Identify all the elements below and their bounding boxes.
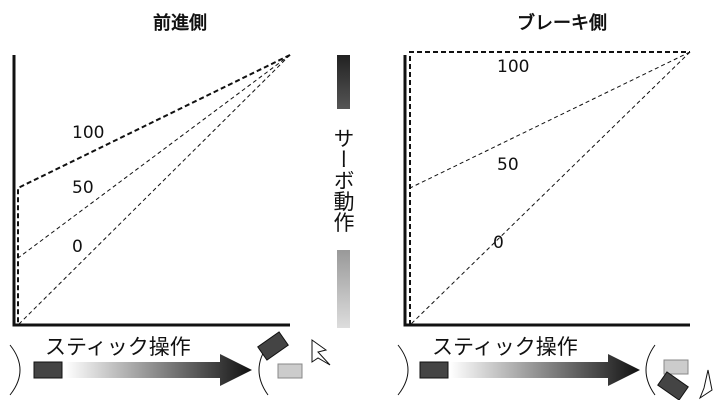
left-stick <box>33 361 63 379</box>
right-line-0 <box>409 51 691 326</box>
right-stick-base <box>397 344 409 396</box>
servo-bar-top <box>337 55 350 109</box>
right-line-100 <box>409 51 690 325</box>
right-push-arrow <box>698 369 713 400</box>
right-label-100: 100 <box>497 57 529 77</box>
left-arrow <box>65 354 252 386</box>
left-stick-ghost <box>277 363 303 379</box>
right-axes <box>403 55 690 327</box>
left-title: 前進側 <box>153 12 207 34</box>
left-stick-end <box>257 331 289 361</box>
left-label-50: 50 <box>72 178 94 198</box>
right-line-50 <box>409 51 691 189</box>
left-stick-base <box>9 344 21 396</box>
right-arrow <box>450 354 640 386</box>
left-return-arrow <box>311 339 331 366</box>
left-line-0 <box>17 54 291 326</box>
right-label-50: 50 <box>497 155 519 175</box>
servo-bar-bottom <box>337 250 350 328</box>
right-stick <box>419 361 449 379</box>
left-operation: スティック操作 <box>45 335 191 359</box>
right-stick-end <box>657 371 689 400</box>
left-label-100: 100 <box>72 123 104 143</box>
right-stick-ghost <box>663 359 689 375</box>
left-line-100 <box>17 54 291 325</box>
right-label-0: 0 <box>493 233 504 253</box>
left-axes <box>12 55 290 327</box>
right-title: ブレーキ側 <box>517 12 607 34</box>
right-stick-end-base <box>645 344 656 396</box>
servo-label: サーボ動作 <box>331 128 355 233</box>
left-label-0: 0 <box>72 237 83 257</box>
right-operation: スティック操作 <box>432 335 578 359</box>
left-line-50 <box>17 54 291 259</box>
